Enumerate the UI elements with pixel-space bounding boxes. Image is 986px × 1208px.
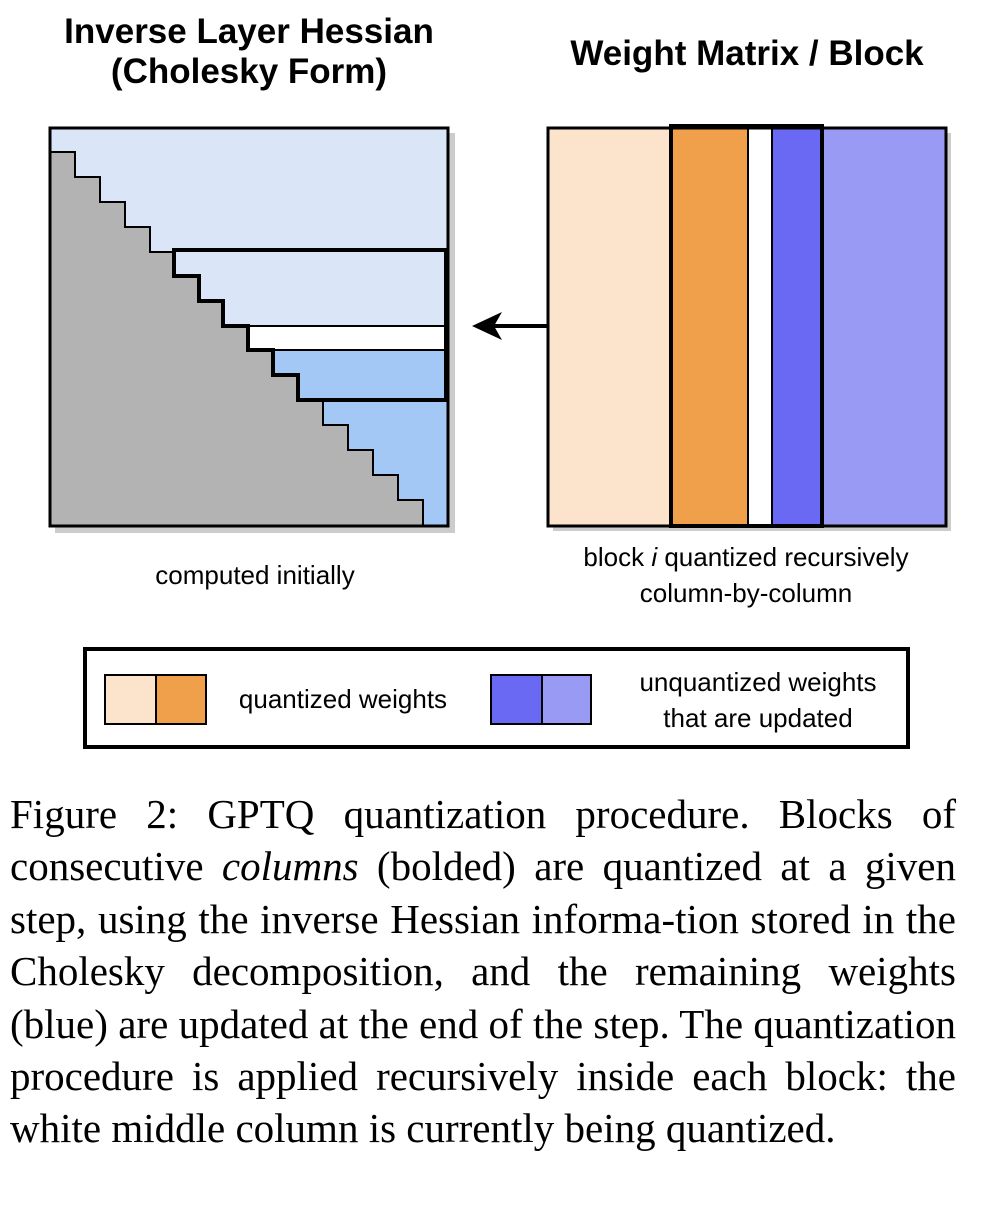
legend-swatch-light-orange — [104, 674, 157, 725]
legend — [83, 647, 910, 749]
current-column — [748, 128, 772, 526]
weight-matrix — [546, 124, 951, 531]
figure-caption: Figure 2: GPTQ quantization procedure. B… — [10, 791, 956, 1152]
arrow-head-left — [472, 312, 502, 340]
hessian-staircase-line — [50, 151, 424, 526]
legend-unquantized-label: unquantized weights that are updated — [639, 667, 877, 733]
quantized-columns-previous — [548, 128, 671, 526]
gptq-diagram — [48, 124, 951, 749]
unquantized-columns-remaining — [822, 128, 946, 526]
hessian-current-block-outline — [172, 248, 448, 402]
hessian-current-row — [248, 326, 446, 350]
hessian-white-row-edges — [248, 325, 446, 351]
hessian-title: Inverse Layer Hessian (Cholesky Form) — [64, 12, 434, 91]
weights-note: block i quantized recursively column-by-… — [583, 542, 909, 608]
legend-swatch-blue — [490, 674, 543, 725]
unquantized-columns-current-block — [772, 128, 822, 526]
legend-quantized-label: quantized weights — [238, 684, 448, 714]
legend-swatch-orange — [155, 674, 207, 725]
weights-title: Weight Matrix / Block — [570, 34, 924, 73]
hessian-note: computed initially — [155, 560, 355, 590]
quantized-columns-current-block — [671, 128, 748, 526]
hessian-border — [48, 126, 450, 528]
current-block-outline — [669, 124, 824, 528]
legend-swatch-purple — [541, 674, 592, 725]
hessian-matrix — [48, 126, 455, 533]
